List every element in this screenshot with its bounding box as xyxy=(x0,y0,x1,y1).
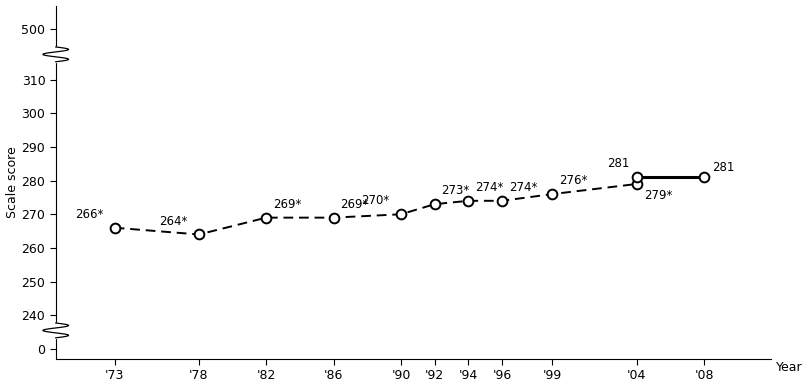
Y-axis label: Scale score: Scale score xyxy=(6,146,19,218)
Text: 281: 281 xyxy=(608,157,629,170)
Text: 269*: 269* xyxy=(340,198,369,211)
Text: 266*: 266* xyxy=(75,208,103,221)
Text: 279*: 279* xyxy=(644,189,672,202)
Text: 276*: 276* xyxy=(559,174,587,187)
Text: 270*: 270* xyxy=(362,194,389,207)
Text: 274*: 274* xyxy=(475,181,503,194)
Text: Year: Year xyxy=(776,361,803,374)
Text: 274*: 274* xyxy=(509,181,537,194)
Text: 273*: 273* xyxy=(441,184,469,197)
Text: 281: 281 xyxy=(713,161,734,175)
Text: 264*: 264* xyxy=(159,215,187,227)
Text: 269*: 269* xyxy=(273,198,301,211)
